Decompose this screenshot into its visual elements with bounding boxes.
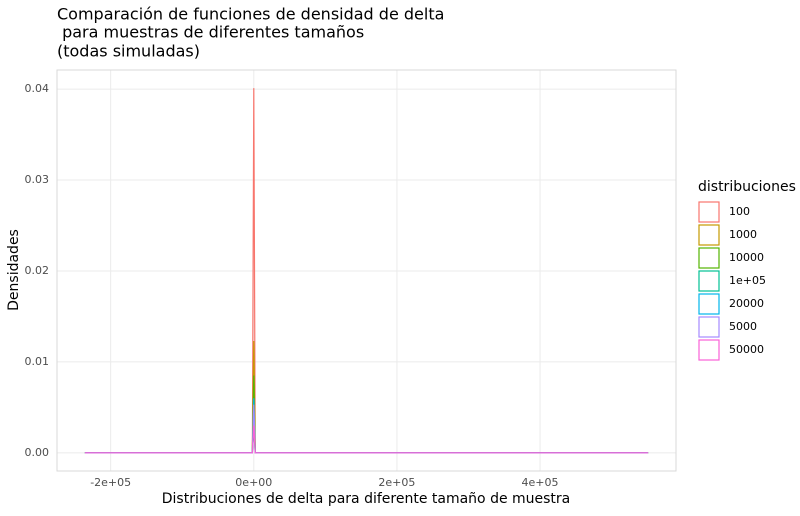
legend-key bbox=[698, 339, 720, 361]
legend-label: 1000 bbox=[729, 228, 757, 241]
panel-border bbox=[56, 69, 677, 472]
chart-title: para muestras de diferentes tamaños bbox=[57, 23, 364, 42]
legend-key bbox=[698, 247, 720, 269]
chart-title: Comparación de funciones de densidad de … bbox=[57, 5, 444, 24]
x-axis-title: Distribuciones de delta para diferente t… bbox=[162, 491, 571, 507]
series-line bbox=[84, 404, 649, 454]
y-tick-label: 0.01 bbox=[25, 355, 50, 368]
series-line bbox=[84, 430, 649, 454]
y-tick-label: 0.03 bbox=[25, 173, 50, 186]
y-tick-label: 0.00 bbox=[25, 446, 50, 459]
y-tick-label: 0.02 bbox=[25, 264, 50, 277]
series-line bbox=[84, 425, 649, 454]
legend-key bbox=[698, 201, 720, 223]
legend-label: 10000 bbox=[729, 251, 764, 264]
legend-label: 100 bbox=[729, 205, 750, 218]
chart-title: (todas simuladas) bbox=[57, 42, 200, 61]
x-tick-label: 4e+05 bbox=[522, 476, 559, 489]
legend-key bbox=[698, 316, 720, 338]
x-tick-label: -2e+05 bbox=[90, 476, 131, 489]
legend-label: 20000 bbox=[729, 297, 764, 310]
legend-key bbox=[698, 270, 720, 292]
legend-key bbox=[698, 293, 720, 315]
y-axis-title: Densidades bbox=[6, 229, 22, 311]
series-line bbox=[84, 375, 649, 454]
series-line bbox=[84, 398, 649, 454]
x-tick-label: 2e+05 bbox=[378, 476, 415, 489]
legend-label: 50000 bbox=[729, 343, 764, 356]
x-tick-label: 0e+00 bbox=[235, 476, 272, 489]
legend-label: 5000 bbox=[729, 320, 757, 333]
y-tick-label: 0.04 bbox=[25, 82, 50, 95]
legend-key bbox=[698, 224, 720, 246]
series-line bbox=[84, 340, 649, 454]
legend-label: 1e+05 bbox=[729, 274, 766, 287]
legend-title: distribuciones bbox=[698, 179, 796, 195]
